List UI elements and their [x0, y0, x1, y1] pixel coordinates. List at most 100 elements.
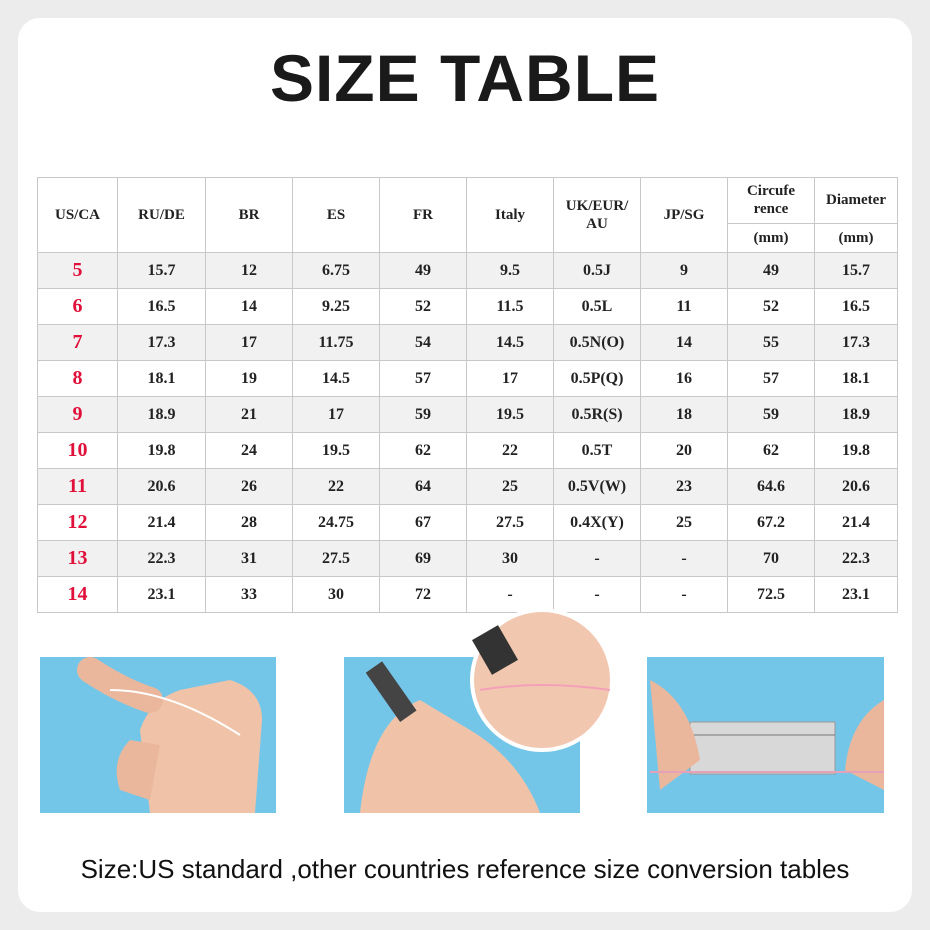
cell: 70: [727, 540, 815, 577]
us-size: 14: [37, 576, 118, 613]
table-row: 10 19.8 24 19.5 62 22 0.5T 20 62 19.8: [37, 432, 898, 469]
cell: 18.9: [117, 396, 206, 433]
us-size: 13: [37, 540, 118, 577]
us-size: 7: [37, 324, 118, 361]
cell: 28: [205, 504, 293, 541]
cell: 11.5: [466, 288, 554, 325]
header-cell: Italy: [466, 177, 554, 253]
us-size: 8: [37, 360, 118, 397]
header-cell: Circufe rence: [727, 177, 815, 224]
cell: 14.5: [466, 324, 554, 361]
cell: 11.75: [292, 324, 380, 361]
size-table: US/CA RU/DE BR ES FR Italy UK/EUR/ AU JP/SG Circ…: [37, 177, 898, 613]
cell: 57: [727, 360, 815, 397]
cell: 19.5: [466, 396, 554, 433]
cell: 23: [640, 468, 728, 505]
cell: 22: [292, 468, 380, 505]
cell: 18: [640, 396, 728, 433]
cell: -: [640, 540, 728, 577]
cell: 64: [379, 468, 467, 505]
cell: 9.25: [292, 288, 380, 325]
photo-hand-string: [40, 657, 276, 813]
table-row: 9 18.9 21 17 59 19.5 0.5R(S) 18 59 18.9: [37, 396, 898, 433]
photo-pen-mark: [344, 608, 614, 813]
cell: 55: [727, 324, 815, 361]
photo-ruler: [647, 657, 884, 813]
cell: 21.4: [117, 504, 206, 541]
cell: 59: [379, 396, 467, 433]
header-cell: BR: [205, 177, 293, 253]
table-row: 7 17.3 17 11.75 54 14.5 0.5N(O) 14 55 17.3: [37, 324, 898, 361]
cell: 15.7: [117, 252, 206, 289]
cell: 30: [466, 540, 554, 577]
table-row: 8 18.1 19 14.5 57 17 0.5P(Q) 16 57 18.1: [37, 360, 898, 397]
cell: 9: [640, 252, 728, 289]
unit-row: (mm) (mm): [38, 222, 898, 254]
cell: 27.5: [466, 504, 554, 541]
cell: 22.3: [814, 540, 898, 577]
cell: 12: [205, 252, 293, 289]
cell: 11: [640, 288, 728, 325]
cell: 17: [466, 360, 554, 397]
cell: 18.9: [814, 396, 898, 433]
cell: 33: [205, 576, 293, 613]
cell: 19.5: [292, 432, 380, 469]
cell: 72.5: [727, 576, 815, 613]
cell: 26: [205, 468, 293, 505]
cell: 52: [727, 288, 815, 325]
cell: 64.6: [727, 468, 815, 505]
cell: 72: [379, 576, 467, 613]
cell: 17.3: [814, 324, 898, 361]
table-row: 14 23.1 33 30 72- - -72.5 23.1: [37, 576, 898, 613]
cell: 17.3: [117, 324, 206, 361]
cell: 20.6: [814, 468, 898, 505]
cell: -: [553, 576, 641, 613]
us-size: 5: [37, 252, 118, 289]
cell: 69: [379, 540, 467, 577]
cell: 23.1: [117, 576, 206, 613]
cell: 22: [466, 432, 554, 469]
cell: 67.2: [727, 504, 815, 541]
cell: 24: [205, 432, 293, 469]
cell: 9.5: [466, 252, 554, 289]
table-row: 13 22.3 31 27.5 69 30- -70 22.3: [37, 540, 898, 577]
footer-text: Size:US standard ,other countries refere…: [80, 854, 850, 884]
cell: 21.4: [814, 504, 898, 541]
us-size: 9: [37, 396, 118, 433]
cell: 59: [727, 396, 815, 433]
unit-cell: (mm): [814, 222, 898, 254]
cell: 54: [379, 324, 467, 361]
unit-cell: (mm): [727, 222, 815, 254]
header-cell: US/CA: [37, 177, 118, 253]
cell: 57: [379, 360, 467, 397]
us-size: 11: [37, 468, 118, 505]
cell: 0.4X(Y): [553, 504, 641, 541]
header-row: US/CA RU/DE BR ES FR Italy UK/EUR/ AU JP/SG Circ…: [37, 177, 898, 253]
cell: -: [553, 540, 641, 577]
cell: 17: [292, 396, 380, 433]
cell: 22.3: [117, 540, 206, 577]
table-row: 12 21.4 28 24.75 67 27.5 0.4X(Y) 25 67.2 21.4: [37, 504, 898, 541]
cell: 20.6: [117, 468, 206, 505]
cell: -: [466, 576, 554, 613]
cell: 0.5L: [553, 288, 641, 325]
cell: 19.8: [814, 432, 898, 469]
cell: 23.1: [814, 576, 898, 613]
cell: 25: [466, 468, 554, 505]
header-cell: UK/EUR/ AU: [553, 177, 641, 253]
cell: 0.5P(Q): [553, 360, 641, 397]
cell: 24.75: [292, 504, 380, 541]
cell: 19.8: [117, 432, 206, 469]
cell: 16: [640, 360, 728, 397]
cell: 15.7: [814, 252, 898, 289]
cell: 31: [205, 540, 293, 577]
cell: 6.75: [292, 252, 380, 289]
us-size: 12: [37, 504, 118, 541]
cell: 14: [640, 324, 728, 361]
cell: -: [640, 576, 728, 613]
table-row: 6 16.5 14 9.25 52 11.5 0.5L 11 52 16.5: [37, 288, 898, 325]
cell: 19: [205, 360, 293, 397]
cell: 18.1: [117, 360, 206, 397]
